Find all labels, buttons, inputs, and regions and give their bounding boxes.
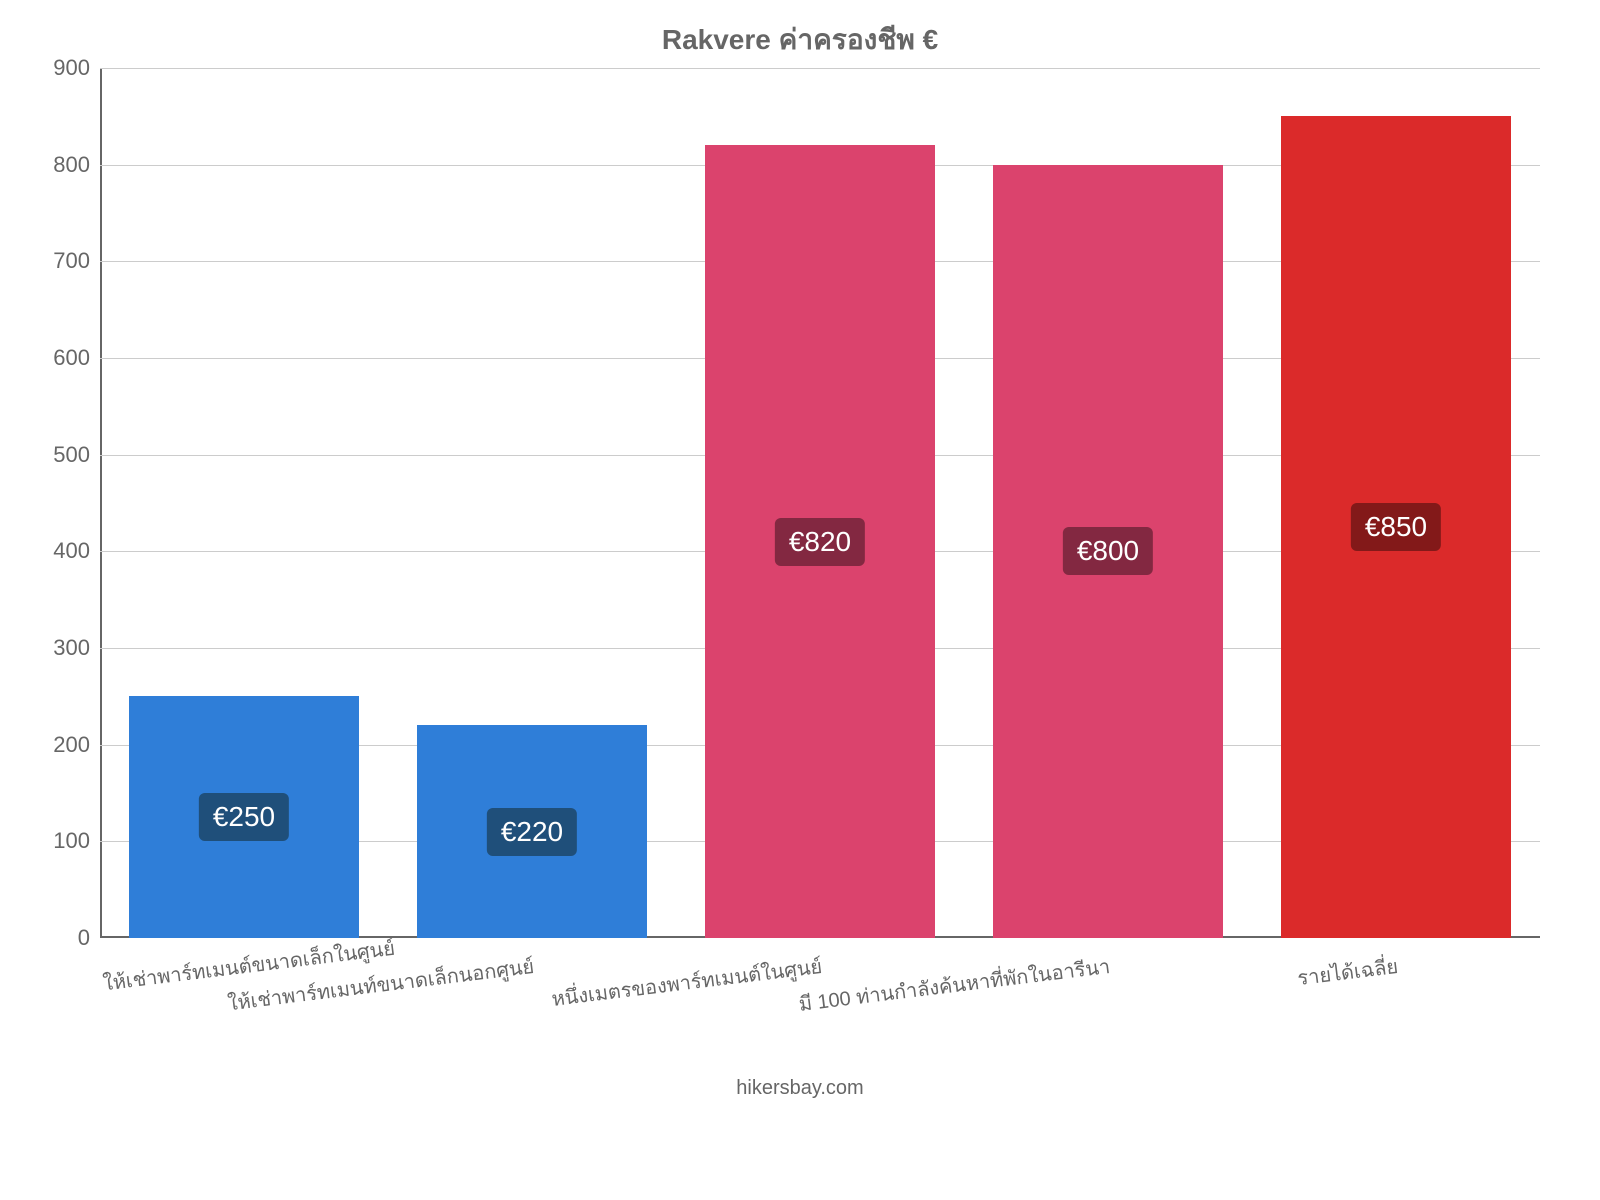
ytick-label: 700 bbox=[53, 248, 90, 274]
bar: €220 bbox=[417, 725, 647, 938]
bar: €820 bbox=[705, 145, 935, 938]
gridline bbox=[100, 68, 1540, 69]
chart-container: Rakvere ค่าครองชีพ € 0100200300400500600… bbox=[0, 0, 1600, 1200]
ytick-label: 800 bbox=[53, 152, 90, 178]
ytick-label: 600 bbox=[53, 345, 90, 371]
value-badge: €250 bbox=[199, 793, 289, 841]
chart-plot-area: 0100200300400500600700800900€250ให้เช่าพ… bbox=[100, 68, 1540, 938]
value-badge: €800 bbox=[1063, 527, 1153, 575]
ytick-label: 300 bbox=[53, 635, 90, 661]
bar: €800 bbox=[993, 165, 1223, 938]
value-badge: €850 bbox=[1351, 503, 1441, 551]
ytick-label: 900 bbox=[53, 55, 90, 81]
ytick-label: 500 bbox=[53, 442, 90, 468]
bar: €850 bbox=[1281, 116, 1511, 938]
ytick-label: 100 bbox=[53, 828, 90, 854]
ytick-label: 0 bbox=[78, 925, 90, 951]
ytick-label: 200 bbox=[53, 732, 90, 758]
y-axis-line bbox=[100, 68, 102, 938]
bar: €250 bbox=[129, 696, 359, 938]
value-badge: €820 bbox=[775, 518, 865, 566]
value-badge: €220 bbox=[487, 808, 577, 856]
ytick-label: 400 bbox=[53, 538, 90, 564]
chart-footer: hikersbay.com bbox=[0, 1077, 1600, 1100]
chart-title: Rakvere ค่าครองชีพ € bbox=[0, 18, 1600, 62]
